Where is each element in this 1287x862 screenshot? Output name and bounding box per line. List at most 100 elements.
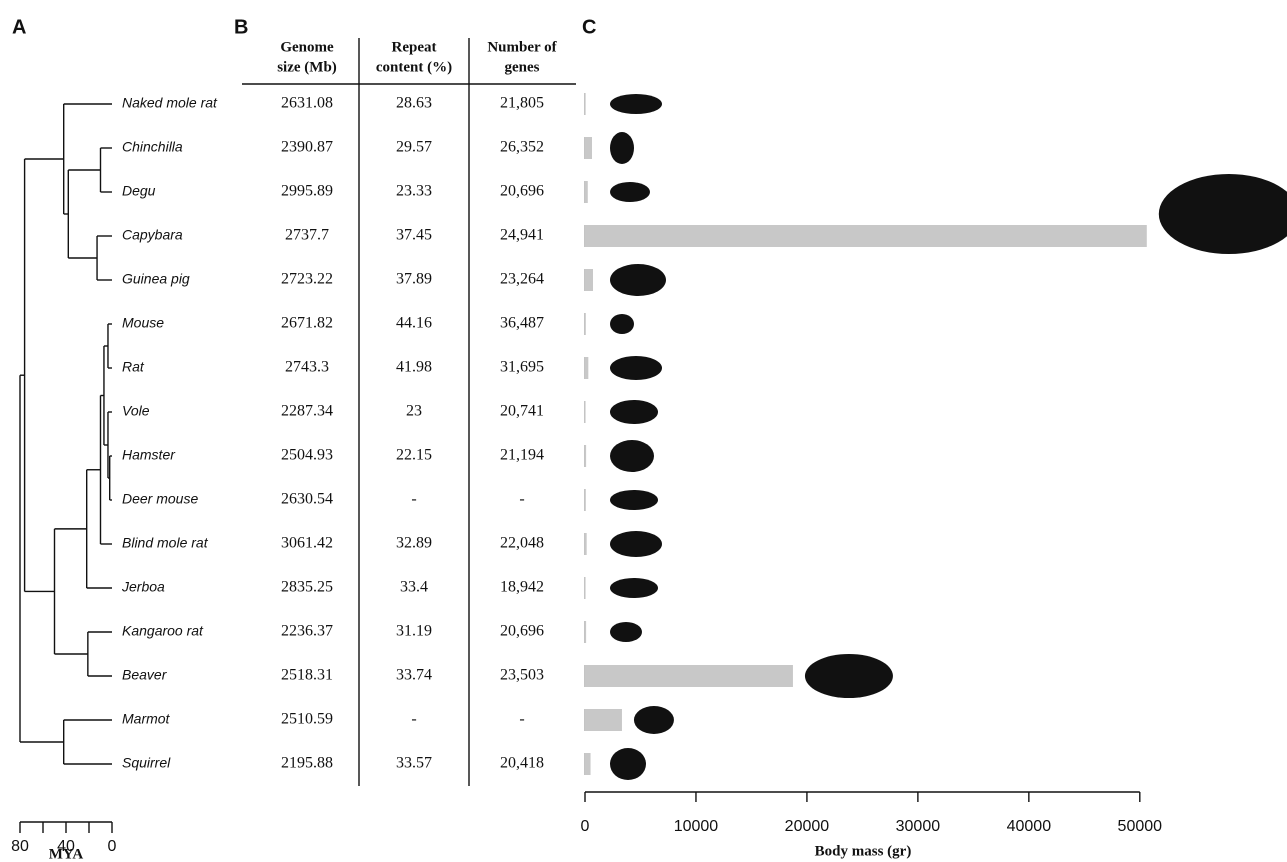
table-cell: 2737.7 xyxy=(285,227,329,244)
table-cell: 2723.22 xyxy=(281,271,333,288)
table-cell: 2518.31 xyxy=(281,667,333,684)
table-cell: 33.4 xyxy=(400,579,428,596)
figure: A B C MYA Body mass (gr) Naked mole ratC… xyxy=(0,0,1287,862)
species-label: Squirrel xyxy=(122,755,171,771)
animal-silhouette xyxy=(610,440,654,472)
column-header: size (Mb) xyxy=(277,59,337,75)
table-cell: 29.57 xyxy=(396,139,432,156)
bar xyxy=(585,753,591,775)
animal-silhouette xyxy=(610,356,662,380)
animal-silhouette xyxy=(610,400,658,424)
bar xyxy=(585,181,588,203)
species-label: Vole xyxy=(122,403,150,419)
table-cell: 3061.42 xyxy=(281,535,333,552)
x-tick-label: 10000 xyxy=(674,818,719,835)
bar xyxy=(585,665,793,687)
table-cell: 2390.87 xyxy=(281,139,333,156)
table-cell: 2236.37 xyxy=(281,623,333,640)
panel-label: A xyxy=(12,16,26,38)
animal-silhouette xyxy=(610,264,666,296)
table-cell: 31,695 xyxy=(500,359,544,376)
table-cell: 33.74 xyxy=(396,667,432,684)
column-header: genes xyxy=(505,59,540,75)
species-label: Blind mole rat xyxy=(122,535,209,551)
animal-silhouette xyxy=(634,706,674,734)
table-cell: 22.15 xyxy=(396,447,432,464)
tick-label: 40 xyxy=(57,838,75,855)
table-cell: 26,352 xyxy=(500,139,544,156)
table-cell: 23,264 xyxy=(500,271,544,288)
x-axis-label: Body mass (gr) xyxy=(815,843,912,859)
bar xyxy=(585,621,586,643)
table-cell: 2631.08 xyxy=(281,95,333,112)
table-cell: 20,696 xyxy=(500,623,544,640)
column-header: content (%) xyxy=(376,59,452,75)
species-label: Mouse xyxy=(122,315,164,331)
bar xyxy=(585,533,587,555)
panel-label: C xyxy=(582,16,596,38)
animal-silhouette xyxy=(610,531,662,557)
table-cell: 20,418 xyxy=(500,755,544,772)
table-cell: 36,487 xyxy=(500,315,544,332)
table-cell: 28.63 xyxy=(396,95,432,112)
bar xyxy=(585,357,588,379)
table-cell: 21,805 xyxy=(500,95,544,112)
species-label: Rat xyxy=(122,359,145,375)
species-label: Jerboa xyxy=(121,579,165,595)
column-header: Repeat xyxy=(392,39,437,55)
table-cell: 2835.25 xyxy=(281,579,333,596)
species-label: Degu xyxy=(122,183,156,199)
x-tick-label: 20000 xyxy=(785,818,830,835)
tick-label: 0 xyxy=(108,838,117,855)
animal-silhouette xyxy=(610,578,658,598)
table-cell: 2671.82 xyxy=(281,315,333,332)
table-cell: 20,696 xyxy=(500,183,544,200)
table-cell: 2743.3 xyxy=(285,359,329,376)
animal-silhouette xyxy=(610,94,662,114)
animal-silhouette xyxy=(805,654,893,698)
animal-silhouette xyxy=(610,182,650,202)
table-cell: 32.89 xyxy=(396,535,432,552)
bar xyxy=(585,269,593,291)
table-cell: - xyxy=(519,491,524,508)
table-cell: - xyxy=(519,711,524,728)
animal-silhouette xyxy=(610,132,634,164)
animal-silhouette xyxy=(1159,174,1287,254)
species-label: Naked mole rat xyxy=(122,95,218,111)
table-cell: 20,741 xyxy=(500,403,544,420)
animal-silhouette xyxy=(610,314,634,334)
table-cell: 33.57 xyxy=(396,755,432,772)
column-header: Genome xyxy=(280,39,334,55)
bar xyxy=(585,445,586,467)
table-cell: 31.19 xyxy=(396,623,432,640)
tick-label: 80 xyxy=(11,838,29,855)
animal-silhouette xyxy=(610,622,642,642)
table-cell: 2504.93 xyxy=(281,447,333,464)
table-cell: 41.98 xyxy=(396,359,432,376)
bar xyxy=(585,225,1147,247)
species-label: Kangaroo rat xyxy=(122,623,204,639)
x-tick-label: 50000 xyxy=(1118,818,1163,835)
species-label: Chinchilla xyxy=(122,139,183,155)
table-cell: 2995.89 xyxy=(281,183,333,200)
species-label: Deer mouse xyxy=(122,491,198,507)
table-cell: 37.45 xyxy=(396,227,432,244)
table-cell: 37.89 xyxy=(396,271,432,288)
table-cell: 2630.54 xyxy=(281,491,333,508)
species-label: Capybara xyxy=(122,227,183,243)
table-cell: 2510.59 xyxy=(281,711,333,728)
bar xyxy=(585,137,592,159)
bar xyxy=(585,709,622,731)
species-label: Beaver xyxy=(122,667,168,683)
table-cell: 2287.34 xyxy=(281,403,333,420)
species-label: Marmot xyxy=(122,711,171,727)
species-label: Guinea pig xyxy=(122,271,190,287)
table-cell: 18,942 xyxy=(500,579,544,596)
table-cell: 44.16 xyxy=(396,315,432,332)
x-tick-label: 30000 xyxy=(896,818,941,835)
column-header: Number of xyxy=(487,39,557,55)
table-cell: 24,941 xyxy=(500,227,544,244)
table-cell: - xyxy=(411,711,416,728)
table-cell: 23,503 xyxy=(500,667,544,684)
table-cell: 2195.88 xyxy=(281,755,333,772)
